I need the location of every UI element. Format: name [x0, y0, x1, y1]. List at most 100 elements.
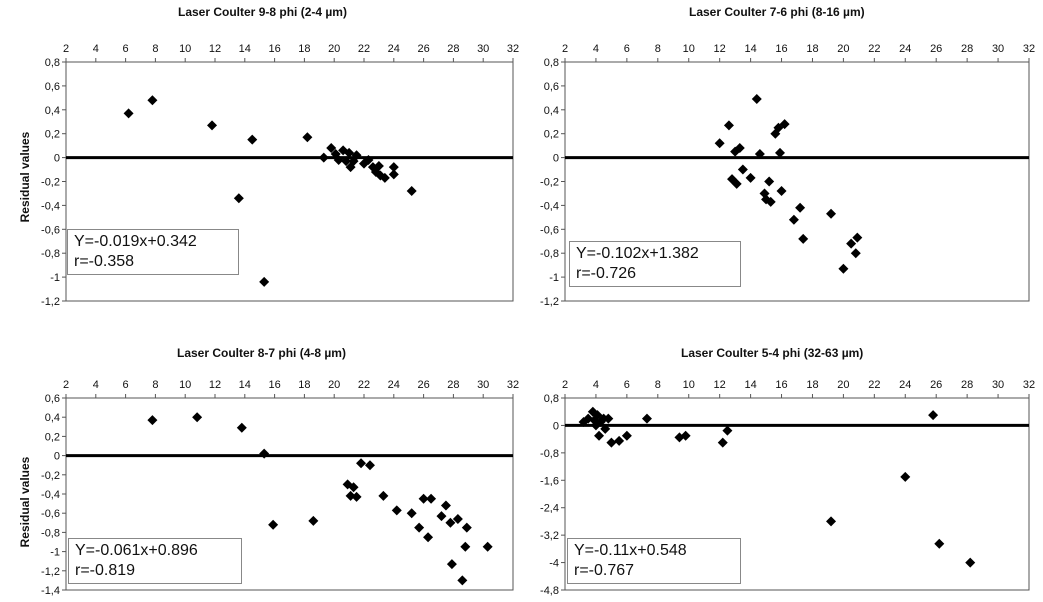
panel-2-x-tick-label: 22 [868, 43, 880, 55]
panel-2-y-tick-label: 0,2 [544, 129, 559, 141]
panel-4-data-point [680, 430, 691, 441]
panel-1-data-point [147, 95, 158, 106]
panel-2-data-point [765, 196, 776, 207]
panel-1-data-point [123, 108, 134, 119]
panel-3-y-tick-label: 0,4 [45, 412, 60, 424]
panel-2-data-point [774, 147, 785, 158]
panel-1-x-tick-label: 24 [388, 43, 400, 55]
panel-2-x-tick-label: 12 [714, 43, 726, 55]
panel-1-y-tick-label: -0,8 [41, 248, 60, 260]
panel-3-data-point [460, 541, 471, 552]
panel-3-y-tick-label: 0,2 [45, 431, 60, 443]
panel-2-y-tick-label: 0,4 [544, 105, 559, 117]
panel-3-title: Laser Coulter 8-7 phi (4-8 µm) [177, 346, 346, 360]
panel-3-x-tick-label: 26 [417, 379, 429, 391]
panel-3-data-point [436, 511, 447, 522]
panel-3-data-point [351, 491, 362, 502]
panel-2-y-tick-label: -1,2 [540, 296, 559, 308]
panel-1-y-tick-label: 0 [54, 153, 60, 165]
panel-1-x-tick-label: 20 [328, 43, 340, 55]
panel-2-x-tick-label: 4 [593, 43, 599, 55]
panel-4-data-point [722, 425, 733, 436]
panel-3-x-tick-label: 20 [328, 379, 340, 391]
panel-1-data-point [388, 169, 399, 180]
panel-3-equation: Y=-0.061x+0.896 [75, 542, 198, 559]
panel-2-data-point [737, 164, 748, 175]
panel-1-x-tick-label: 28 [447, 43, 459, 55]
panel-1-x-tick-label: 14 [239, 43, 251, 55]
panel-4-y-tick-label: -4,8 [540, 585, 559, 597]
panel-2-x-tick-label: 28 [961, 43, 973, 55]
panel-2-x-tick-label: 18 [806, 43, 818, 55]
panel-4-data-point [621, 430, 632, 441]
panel-2-correlation: r=-0.726 [576, 265, 637, 282]
panel-4-data-point [600, 423, 611, 434]
panel-2-equation-box: Y=-0.102x+1.382 r=-0.726 [569, 241, 741, 287]
panel-3-x-tick-label: 28 [447, 379, 459, 391]
panel-1-data-point [333, 154, 344, 165]
panel-1-x-tick-label: 6 [123, 43, 129, 55]
panel-3-x-tick-label: 14 [239, 379, 251, 391]
panel-2-data-point [731, 178, 742, 189]
panel-3-x-tick-label: 30 [477, 379, 489, 391]
panel-4-x-tick-label: 10 [683, 379, 695, 391]
panel-4-y-tick-label: -3,2 [540, 530, 559, 542]
panel-2-x-tick-label: 32 [1023, 43, 1035, 55]
panel-2-x-tick-label: 8 [655, 43, 661, 55]
panel-1-y-tick-label: 0,2 [45, 129, 60, 141]
panel-4-x-tick-label: 14 [744, 379, 756, 391]
panel-4-equation: Y=-0.11x+0.548 [574, 542, 687, 559]
panel-4-x-tick-label: 4 [593, 379, 599, 391]
panel-2-data-point [745, 172, 756, 183]
panel-4-y-tick-label: 0,8 [544, 393, 559, 405]
panel-3-x-tick-label: 16 [268, 379, 280, 391]
panel-4-x-tick-label: 12 [714, 379, 726, 391]
panel-3-equation-box: Y=-0.061x+0.896 r=-0.819 [68, 538, 242, 584]
panel-1-x-tick-label: 4 [93, 43, 99, 55]
panel-2-equation: Y=-0.102x+1.382 [576, 245, 699, 262]
panel-3-x-tick-label: 22 [358, 379, 370, 391]
panel-2-data-point [734, 143, 745, 154]
panel-1-data-point [344, 147, 355, 158]
panel-4-correlation: r=-0.767 [574, 562, 635, 579]
panel-4-x-tick-label: 20 [837, 379, 849, 391]
panel-3-y-tick-label: -1,2 [41, 566, 60, 578]
panel-3-data-point [268, 519, 279, 530]
panel-4-equation-box: Y=-0.11x+0.548 r=-0.767 [567, 538, 741, 584]
panel-4-data-point [594, 430, 605, 441]
panel-1-data-point [318, 152, 329, 163]
panel-4-y-tick-label: -4 [549, 558, 559, 570]
panel-3-x-tick-label: 12 [209, 379, 221, 391]
panel-2-data-point [776, 186, 787, 197]
panel-4-x-tick-label: 30 [992, 379, 1004, 391]
panel-1-y-tick-label: -0,4 [41, 200, 60, 212]
panel-3-y-tick-label: -0,2 [41, 470, 60, 482]
panel-1-x-tick-label: 18 [298, 43, 310, 55]
panel-3-correlation: r=-0.819 [75, 562, 136, 579]
panel-2-y-tick-label: -0,2 [540, 177, 559, 189]
panel-2-data-point [764, 176, 775, 187]
panel-1-data-point [379, 172, 390, 183]
panel-2-y-tick-label: -0,4 [540, 200, 559, 212]
panel-1-data-point [302, 132, 313, 143]
panel-4-x-tick-label: 22 [868, 379, 880, 391]
panel-2-data-point [714, 138, 725, 149]
panel-1-x-tick-label: 10 [179, 43, 191, 55]
panel-1-data-point [351, 150, 362, 161]
panel-3-x-tick-label: 6 [123, 379, 129, 391]
panel-2-x-tick-label: 6 [624, 43, 630, 55]
panel-2-x-tick-label: 14 [744, 43, 756, 55]
panel-1-correlation: r=-0.358 [74, 253, 135, 270]
panel-3-x-tick-label: 10 [179, 379, 191, 391]
panel-1-data-point [373, 160, 384, 171]
panel-3-x-tick-label: 4 [93, 379, 99, 391]
panel-1-data-point [363, 154, 374, 165]
panel-4-data-point [826, 516, 837, 527]
panel-2-data-point [723, 120, 734, 131]
panel-1-y-tick-label: -1,2 [41, 296, 60, 308]
panel-4-data-point [717, 437, 728, 448]
panel-4-y-tick-label: -1,6 [540, 475, 559, 487]
panel-1-x-tick-label: 12 [209, 43, 221, 55]
